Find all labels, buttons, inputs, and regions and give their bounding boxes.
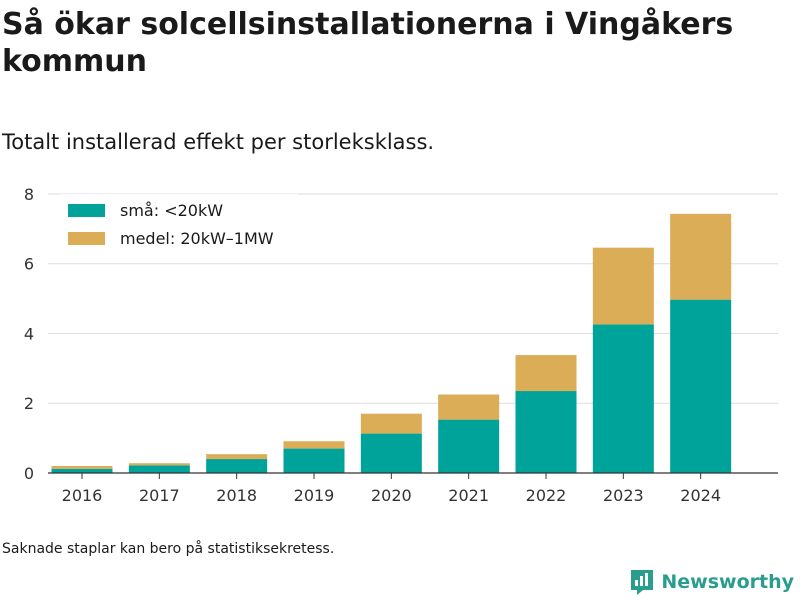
y-tick-label: 8 <box>24 185 34 204</box>
newsworthy-logo-icon <box>631 570 654 595</box>
x-tick-label: 2020 <box>371 486 412 505</box>
chart-title: Så ökar solcellsinstallationerna i Vingå… <box>2 7 734 79</box>
x-tick-label: 2016 <box>62 486 103 505</box>
y-tick-label: 0 <box>24 464 34 483</box>
bar-medium-2018 <box>206 454 268 460</box>
x-tick-label: 2017 <box>139 486 180 505</box>
x-tick-label: 2018 <box>216 486 257 505</box>
x-tick-label: 2024 <box>680 486 721 505</box>
bar-medium-2023 <box>592 247 654 325</box>
bar-medium-2016 <box>51 466 113 469</box>
legend-label: medel: 20kW–1MW <box>120 229 274 248</box>
bar-medium-2021 <box>438 394 500 420</box>
legend: små: <20kW medel: 20kW–1MW <box>60 194 298 256</box>
x-tick-label: 2021 <box>448 486 489 505</box>
brand-logo: Newsworthy <box>629 568 794 596</box>
bar-small-2021 <box>438 419 500 473</box>
y-tick-label: 6 <box>24 255 34 274</box>
bar-medium-2017 <box>128 463 190 466</box>
bar-medium-2022 <box>515 355 577 392</box>
x-tick-label: 2019 <box>294 486 335 505</box>
bar-small-2016 <box>51 468 113 473</box>
bar-chart: 0 2 4 6 8 2016 2017 2018 2019 2020 2021 2022 2023 202… <box>24 185 778 505</box>
bars <box>51 213 732 473</box>
bar-medium-2024 <box>670 213 732 300</box>
legend-label: små: <20kW <box>120 201 223 220</box>
axes: 0 2 4 6 8 2016 2017 2018 2019 2020 2021 2022 2023 202… <box>24 185 778 505</box>
bar-small-2022 <box>515 391 577 473</box>
y-tick-label: 2 <box>24 394 34 413</box>
bar-medium-2019 <box>283 441 345 449</box>
brand-name: Newsworthy <box>661 571 794 593</box>
bar-small-2020 <box>360 433 422 473</box>
bar-medium-2020 <box>360 413 422 434</box>
bar-small-2017 <box>128 465 190 473</box>
grid-lines <box>48 193 778 404</box>
bar-small-2019 <box>283 448 345 473</box>
legend-swatch <box>68 232 105 245</box>
y-tick-label: 4 <box>24 324 34 343</box>
legend-swatch <box>68 204 105 217</box>
bar-small-2024 <box>670 299 732 473</box>
chart-subtitle: Totalt installerad effekt per storlekskl… <box>2 130 435 154</box>
footnote: Saknade staplar kan bero på statistiksek… <box>2 541 335 557</box>
x-tick-label: 2023 <box>603 486 644 505</box>
x-tick-label: 2022 <box>526 486 567 505</box>
bar-small-2023 <box>592 324 654 473</box>
bar-small-2018 <box>206 459 268 473</box>
